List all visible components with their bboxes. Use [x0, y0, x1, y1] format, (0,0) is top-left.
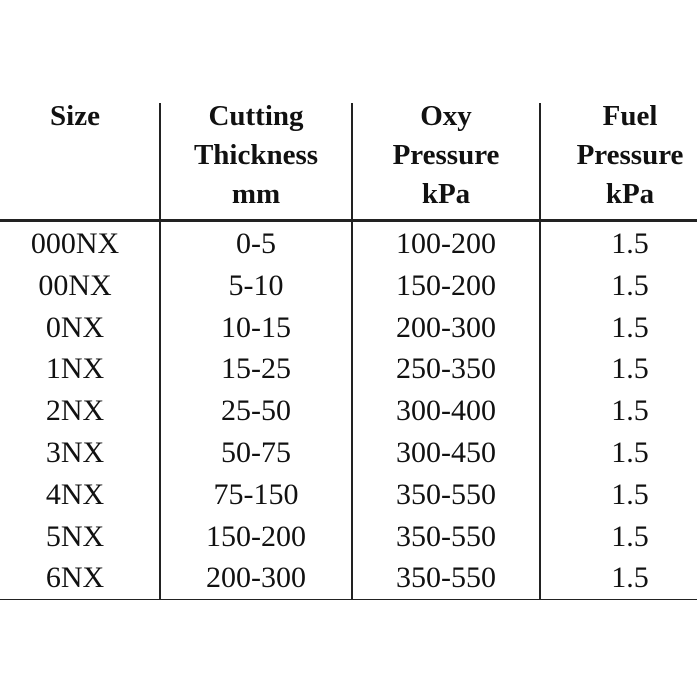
table-cell: 350-550 — [396, 477, 496, 511]
table-cell: 1.5 — [611, 227, 649, 260]
table-cell: 200-300 — [206, 561, 306, 595]
table-cell: 0NX — [45, 310, 105, 344]
table-cell: 250-350 — [396, 352, 496, 386]
column-rule — [159, 103, 161, 600]
header-text: Fuel — [602, 100, 658, 132]
header-text: Oxy — [420, 100, 472, 132]
table-cell: 150-200 — [396, 268, 496, 302]
table-cell: 1.5 — [611, 268, 649, 302]
table-cell: 1NX — [45, 352, 105, 386]
table-cell: 1.5 — [611, 352, 649, 386]
table-cell: 5NX — [45, 519, 105, 553]
table-cell: 0-5 — [236, 227, 276, 260]
table-cell: 5-10 — [228, 268, 284, 302]
table-cell: 6NX — [45, 561, 105, 595]
table-cell: 1.5 — [611, 436, 649, 469]
table-cell: 25-50 — [221, 394, 291, 428]
table-cell: 3NX — [45, 436, 105, 469]
header-text: kPa — [421, 178, 471, 210]
table-cell: 1.5 — [611, 394, 649, 428]
table-cell: 300-400 — [396, 394, 496, 428]
table-cell: 15-25 — [221, 352, 291, 386]
table-cell: 1.5 — [611, 477, 649, 511]
table-cell: 10-15 — [221, 310, 291, 344]
table-cell: 2NX — [45, 394, 105, 428]
header-text: Pressure — [576, 139, 684, 171]
header-text: Cutting — [208, 100, 304, 132]
column-rule — [351, 103, 353, 600]
table-cell: 300-450 — [396, 436, 496, 469]
bottom-rule — [0, 599, 697, 600]
table-cell: 4NX — [45, 477, 105, 511]
header-text: Pressure — [392, 139, 500, 171]
header-text: kPa — [605, 178, 655, 210]
header-text: mm — [231, 178, 281, 210]
table-cell: 50-75 — [221, 436, 291, 469]
table-cell: 1.5 — [611, 310, 649, 344]
table-cell: 350-550 — [396, 519, 496, 553]
column-rule — [539, 103, 541, 600]
table-cell: 1.5 — [611, 519, 649, 553]
table-cell: 000NX — [30, 227, 120, 260]
table-cell: 150-200 — [206, 519, 306, 553]
header-text: Size — [50, 100, 100, 132]
table-cell: 350-550 — [396, 561, 496, 595]
header-text: Thickness — [193, 139, 319, 171]
table-cell: 1.5 — [611, 561, 649, 595]
table-cell: 00NX — [38, 268, 112, 302]
table-cell: 100-200 — [396, 227, 496, 260]
table-cell: 75-150 — [213, 477, 299, 511]
header-rule — [0, 219, 697, 222]
table-cell: 200-300 — [396, 310, 496, 344]
